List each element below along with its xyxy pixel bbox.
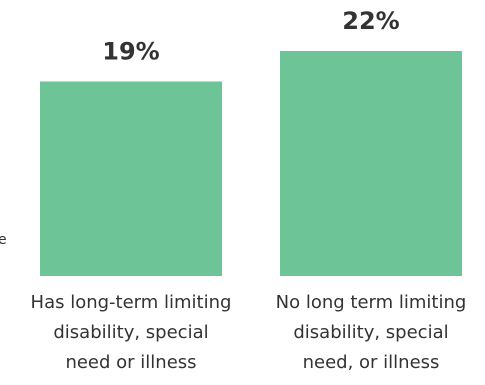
labels-layer: 19% Has long-term limiting disability, spe… bbox=[31, 7, 467, 373]
clipped-edge-text: e bbox=[0, 232, 7, 248]
bars-layer bbox=[40, 51, 462, 276]
bar-1 bbox=[40, 81, 222, 276]
data-label-1: 19% bbox=[102, 38, 159, 66]
category-label-1-line-3: need or illness bbox=[65, 352, 196, 373]
bar-2 bbox=[280, 51, 462, 276]
category-label-2-line-2: disability, special bbox=[293, 322, 448, 343]
data-label-2: 22% bbox=[342, 7, 399, 35]
category-label-2-line-3: need, or illness bbox=[303, 352, 440, 373]
category-label-1-line-1: Has long-term limiting bbox=[31, 292, 232, 313]
category-label-1-line-2: disability, special bbox=[53, 322, 208, 343]
category-label-2-line-1: No long term limiting bbox=[276, 292, 467, 313]
